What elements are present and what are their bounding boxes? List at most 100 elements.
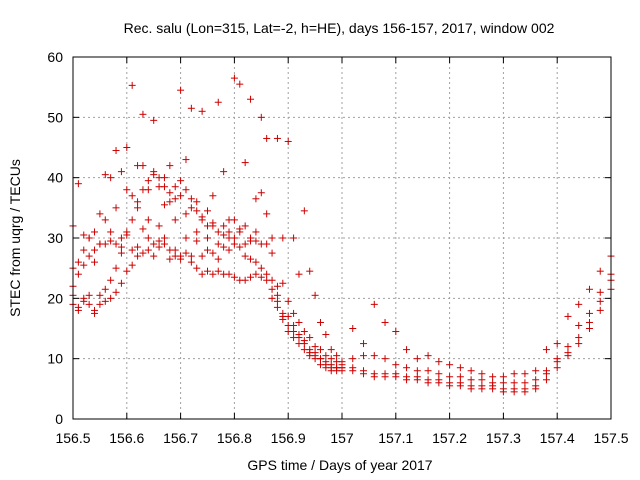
data-point: [144, 177, 152, 185]
data-point: [542, 346, 550, 354]
data-point: [182, 186, 190, 194]
data-point: [370, 373, 378, 381]
data-point: [564, 352, 572, 360]
data-point: [182, 249, 190, 257]
data-point: [117, 279, 125, 287]
x-tick-label: 156.9: [271, 430, 306, 446]
data-point: [489, 373, 497, 381]
data-point: [198, 213, 206, 221]
data-point: [360, 370, 368, 378]
data-point: [456, 364, 464, 372]
data-point: [225, 228, 233, 236]
data-point: [381, 355, 389, 363]
data-point: [187, 258, 195, 266]
y-tick-label: 60: [47, 49, 63, 65]
data-point: [263, 276, 271, 284]
data-point: [193, 228, 201, 236]
data-point: [134, 252, 142, 260]
y-tick-label: 0: [55, 411, 63, 427]
data-point: [263, 210, 271, 218]
data-point: [155, 237, 163, 245]
data-point: [155, 243, 163, 251]
data-point: [182, 234, 190, 242]
data-point: [295, 318, 303, 326]
data-point: [204, 267, 211, 275]
data-point: [214, 267, 222, 275]
data-point: [247, 95, 255, 103]
data-point: [117, 234, 125, 242]
data-point: [290, 234, 298, 242]
data-point: [311, 343, 319, 351]
data-point: [193, 264, 201, 272]
data-point: [553, 358, 561, 366]
data-point: [257, 113, 265, 121]
data-point: [349, 325, 357, 332]
x-tick-label: 157.1: [378, 430, 413, 446]
data-point: [306, 267, 314, 275]
data-point: [316, 355, 324, 363]
data-point: [521, 379, 529, 387]
data-point: [322, 361, 330, 369]
data-point: [273, 303, 281, 311]
data-point: [182, 156, 190, 164]
data-point: [435, 370, 443, 378]
data-point: [220, 243, 228, 251]
data-point: [446, 361, 454, 369]
data-point: [155, 222, 163, 230]
data-point: [85, 291, 93, 299]
data-point: [279, 279, 287, 287]
data-point: [510, 379, 518, 387]
data-point: [241, 252, 249, 260]
data-point: [585, 325, 593, 332]
data-point: [171, 246, 179, 254]
y-tick-label: 30: [47, 230, 63, 246]
data-point: [381, 373, 389, 381]
data-point: [564, 343, 572, 351]
data-point: [306, 349, 314, 357]
data-point: [322, 331, 330, 339]
data-point: [532, 367, 540, 375]
data-point: [160, 240, 168, 248]
data-point: [214, 255, 222, 263]
data-point: [214, 228, 222, 236]
data-point: [284, 137, 292, 145]
data-point: [263, 134, 271, 142]
data-point: [171, 216, 179, 224]
data-point: [273, 134, 281, 142]
x-tick-label: 157: [330, 430, 354, 446]
data-point: [160, 201, 168, 209]
data-point: [333, 352, 341, 360]
x-tick-label: 156.7: [163, 430, 198, 446]
data-point: [193, 237, 201, 245]
data-point: [521, 370, 529, 378]
data-point: [467, 367, 475, 375]
data-point: [295, 334, 303, 342]
data-point: [499, 373, 507, 381]
data-point: [214, 98, 222, 106]
data-point: [349, 355, 357, 363]
x-tick-label: 157.4: [540, 430, 575, 446]
data-point: [177, 192, 185, 200]
data-point: [171, 252, 179, 260]
chart-title: Rec. salu (Lon=315, Lat=-2, h=HE), days …: [124, 20, 555, 36]
data-point: [392, 373, 400, 381]
data-point: [585, 309, 593, 317]
data-point: [193, 207, 201, 215]
data-point: [112, 147, 120, 155]
data-point: [144, 246, 152, 254]
data-points: [69, 74, 615, 396]
data-point: [252, 237, 260, 245]
data-point: [322, 352, 330, 360]
data-point: [209, 270, 217, 278]
data-point: [311, 291, 319, 299]
data-point: [403, 376, 411, 384]
data-point: [236, 243, 244, 251]
data-point: [403, 346, 411, 354]
data-point: [247, 234, 255, 242]
data-point: [193, 198, 201, 206]
data-point: [225, 270, 233, 278]
data-point: [80, 261, 88, 269]
data-point: [74, 180, 82, 188]
data-point: [198, 107, 206, 115]
data-point: [204, 234, 211, 242]
